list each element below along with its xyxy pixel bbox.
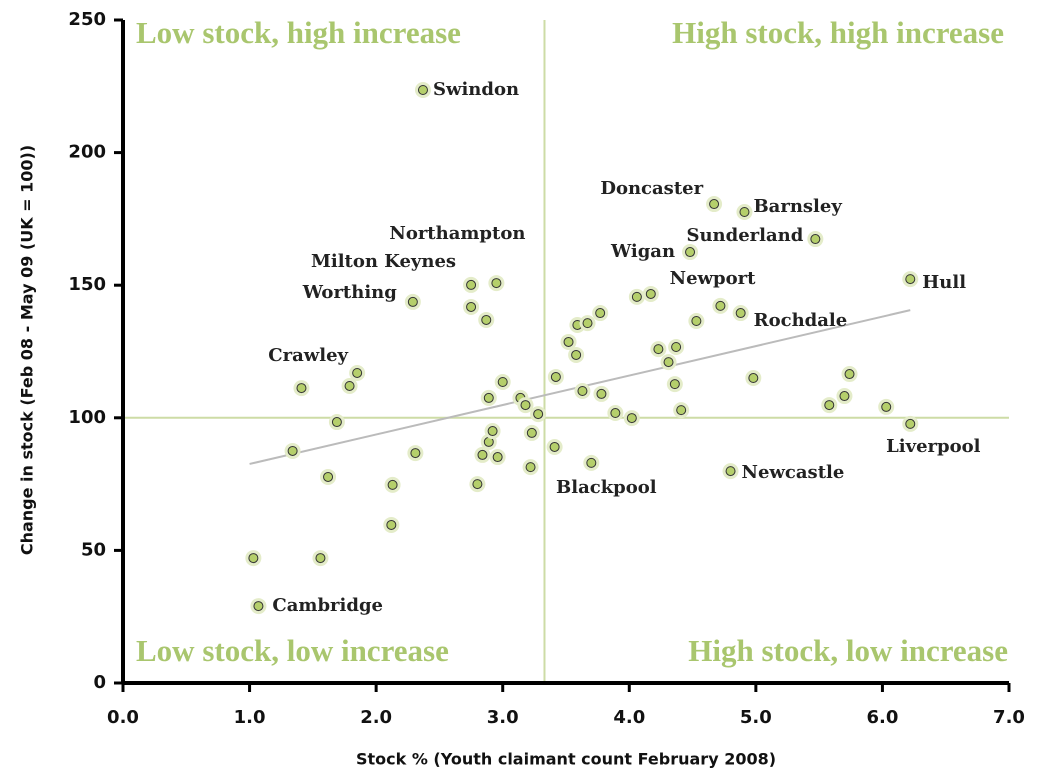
point xyxy=(533,409,544,420)
point xyxy=(595,308,606,319)
point xyxy=(691,316,702,327)
point-label: Doncaster xyxy=(600,178,703,199)
point xyxy=(331,417,342,428)
point-label: Wigan xyxy=(610,241,675,262)
quadrant-label: Low stock, low increase xyxy=(136,633,449,668)
y-tick-label: 0 xyxy=(93,672,106,693)
point-label: Cambridge xyxy=(272,595,383,616)
point xyxy=(492,452,503,463)
quadrant-label: Low stock, high increase xyxy=(136,15,461,50)
point xyxy=(497,376,508,387)
point xyxy=(881,401,892,412)
point xyxy=(735,308,746,319)
point xyxy=(905,418,916,429)
y-tick-label: 50 xyxy=(81,539,106,560)
point xyxy=(287,445,298,456)
x-tick-label: 7.0 xyxy=(993,707,1025,728)
point xyxy=(905,274,916,285)
point xyxy=(645,288,656,299)
point xyxy=(586,457,597,468)
y-axis-title: Change in stock (Feb 08 - May 09 (UK = 1… xyxy=(18,145,37,555)
y-tick-label: 150 xyxy=(68,274,106,295)
point xyxy=(610,408,621,419)
x-tick-label: 6.0 xyxy=(866,707,898,728)
y-tick-label: 250 xyxy=(68,9,106,30)
point xyxy=(386,519,397,530)
point xyxy=(248,553,259,564)
point-label: Newcastle xyxy=(742,462,845,483)
point-label: Swindon xyxy=(433,79,519,100)
point xyxy=(549,441,560,452)
point xyxy=(582,318,593,329)
point xyxy=(352,367,363,378)
x-tick-label: 3.0 xyxy=(487,707,519,728)
point xyxy=(253,601,264,612)
point-label: Worthing xyxy=(302,282,398,303)
point-label: Liverpool xyxy=(886,436,980,457)
point-label: Northampton xyxy=(389,223,525,244)
point xyxy=(824,400,835,411)
point xyxy=(739,207,750,218)
x-tick-label: 0.0 xyxy=(107,707,139,728)
point xyxy=(653,344,664,355)
point xyxy=(387,479,398,490)
quadrant-label: High stock, high increase xyxy=(672,15,1004,50)
point xyxy=(563,336,574,347)
point xyxy=(466,279,477,290)
point xyxy=(663,357,674,368)
point-label: Hull xyxy=(922,272,966,293)
point-label: Newport xyxy=(670,268,756,289)
point xyxy=(323,471,334,482)
point xyxy=(296,383,307,394)
point xyxy=(466,301,477,312)
quadrant-label: High stock, low increase xyxy=(688,633,1008,668)
point xyxy=(709,199,720,210)
x-axis-title: Stock % (Youth claimant count February 2… xyxy=(356,750,776,769)
point xyxy=(626,413,637,424)
point xyxy=(748,373,759,384)
point xyxy=(571,349,582,360)
point xyxy=(472,479,483,490)
point-label: Barnsley xyxy=(753,196,842,217)
point xyxy=(481,314,492,325)
point xyxy=(631,291,642,302)
point xyxy=(407,296,418,307)
point-label: Crawley xyxy=(268,345,348,366)
point xyxy=(671,341,682,352)
point xyxy=(844,369,855,380)
point xyxy=(525,462,536,473)
point xyxy=(725,466,736,477)
point xyxy=(483,392,494,403)
point-label: Milton Keynes xyxy=(311,251,456,272)
point xyxy=(715,300,726,311)
point xyxy=(417,85,428,96)
point-label: Blackpool xyxy=(556,477,657,498)
point xyxy=(526,427,537,438)
x-tick-label: 2.0 xyxy=(360,707,392,728)
point xyxy=(477,449,488,460)
point xyxy=(596,388,607,399)
point-label: Rochdale xyxy=(754,310,848,331)
point xyxy=(577,386,588,397)
point xyxy=(839,391,850,402)
point xyxy=(810,234,821,245)
point xyxy=(410,448,421,459)
point xyxy=(676,405,687,416)
x-tick-label: 4.0 xyxy=(613,707,645,728)
point xyxy=(315,553,326,564)
point xyxy=(344,380,355,391)
y-tick-label: 100 xyxy=(68,407,106,428)
point xyxy=(550,371,561,382)
point xyxy=(487,426,498,437)
point xyxy=(520,400,531,411)
y-tick-label: 200 xyxy=(68,142,106,163)
point xyxy=(685,247,696,258)
point xyxy=(491,278,502,289)
point xyxy=(669,379,680,390)
x-tick-label: 1.0 xyxy=(234,707,266,728)
x-tick-label: 5.0 xyxy=(740,707,772,728)
point-label: Sunderland xyxy=(686,225,803,246)
